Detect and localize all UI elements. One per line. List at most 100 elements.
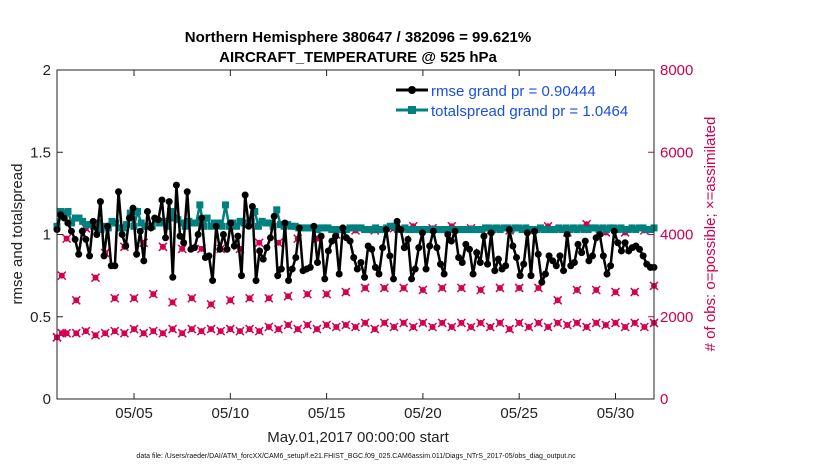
- totalspread-point: [606, 224, 614, 232]
- totalspread-point: [71, 214, 79, 222]
- rmse-series: [53, 181, 658, 287]
- obs-assimilated-point: [81, 326, 91, 336]
- totalspread-point: [621, 226, 629, 234]
- obs-possible-point: [158, 242, 168, 252]
- chart-title-line1: Northern Hemisphere 380647 / 382096 = 99…: [185, 29, 531, 46]
- rmse-point: [295, 224, 303, 232]
- totalspread-point: [602, 226, 610, 234]
- totalspread-point: [353, 224, 361, 232]
- rmse-point: [180, 239, 188, 247]
- rmse-point: [93, 231, 101, 238]
- y-left-tick-label: 0.5: [30, 309, 51, 326]
- obs-possible-point: [225, 295, 235, 305]
- rmse-point: [556, 252, 564, 260]
- totalspread-point: [485, 224, 493, 232]
- rmse-point: [230, 242, 238, 250]
- totalspread-point: [595, 226, 603, 234]
- rmse-point: [541, 270, 549, 278]
- totalspread-point: [254, 222, 262, 230]
- totalspread-point: [236, 217, 244, 225]
- obs-assimilated-point: [148, 326, 158, 336]
- rmse-point: [513, 254, 521, 262]
- totalspread-point: [346, 224, 354, 232]
- totalspread-point: [306, 224, 314, 232]
- rmse-point: [115, 188, 123, 196]
- totalspread-point: [232, 222, 240, 230]
- rmse-point: [415, 244, 423, 252]
- obs-assimilated-point: [543, 322, 553, 332]
- totalspread-point: [434, 226, 442, 234]
- rmse-point: [563, 231, 571, 238]
- rmse-point: [317, 232, 325, 240]
- obs-possible-point: [62, 234, 72, 244]
- rmse-point: [574, 240, 582, 248]
- totalspread-point: [368, 226, 376, 234]
- obs-possible-point: [456, 283, 466, 293]
- rmse-point: [462, 240, 470, 248]
- totalspread-point: [75, 214, 83, 222]
- rmse-point: [610, 227, 618, 235]
- totalspread-point: [416, 226, 424, 234]
- totalspread-point: [335, 226, 343, 234]
- obs-assimilated-point: [389, 322, 399, 332]
- obs-assimilated-point: [370, 324, 380, 334]
- obs-assimilated-point: [110, 326, 120, 336]
- obs-assimilated-point: [302, 320, 312, 330]
- rmse-point: [581, 237, 589, 245]
- totalspread-point: [112, 219, 120, 227]
- obs-assimilated-point: [533, 318, 543, 328]
- totalspread-point: [617, 224, 625, 232]
- totalspread-point: [203, 214, 211, 222]
- rmse-point: [328, 237, 336, 245]
- obs-assimilated-point: [312, 324, 322, 334]
- obs-assimilated-point: [620, 322, 630, 332]
- totalspread-point: [134, 207, 142, 215]
- totalspread-point: [364, 226, 372, 234]
- totalspread-point: [313, 226, 321, 234]
- rmse-point: [545, 252, 553, 260]
- rmse-point: [549, 257, 557, 265]
- rmse-point: [147, 224, 155, 232]
- obs-assimilated-point: [476, 318, 486, 328]
- totalspread-point: [192, 219, 200, 227]
- totalspread-point: [262, 219, 270, 227]
- rmse-point: [64, 219, 72, 227]
- totalspread-point: [68, 219, 76, 227]
- totalspread-point: [489, 226, 497, 234]
- obs-assimilated-point: [322, 320, 332, 330]
- obs-assimilated-point: [129, 324, 139, 334]
- totalspread-point: [108, 217, 116, 225]
- totalspread-point: [577, 224, 585, 232]
- rmse-point: [505, 226, 513, 234]
- y-left-tick-label: 2: [43, 62, 51, 79]
- obs-possible-point: [302, 289, 312, 299]
- totalspread-point: [544, 226, 552, 234]
- rmse-point: [216, 245, 224, 253]
- rmse-point: [599, 252, 607, 260]
- x-tick-label: 05/25: [500, 405, 538, 422]
- totalspread-point: [580, 226, 588, 234]
- plot-frame: [56, 69, 655, 400]
- totalspread-point: [643, 226, 651, 234]
- totalspread-point: [82, 221, 90, 229]
- obs-assimilated-point: [264, 322, 274, 332]
- totalspread-point: [357, 224, 365, 232]
- totalspread-point: [291, 222, 299, 230]
- totalspread-point: [328, 226, 336, 234]
- obs-assimilated-point: [514, 318, 524, 328]
- obs-possible-point: [148, 289, 158, 299]
- rmse-point: [458, 258, 466, 266]
- rmse-point: [133, 250, 141, 258]
- rmse-point: [292, 254, 300, 262]
- y-right-tick-label: 4000: [660, 227, 693, 244]
- totalspread-point: [445, 226, 453, 234]
- rmse-point: [198, 214, 206, 222]
- totalspread-point: [276, 221, 284, 229]
- totalspread-point: [115, 224, 123, 232]
- totalspread-point: [547, 226, 555, 234]
- rmse-point: [104, 222, 112, 230]
- rmse-point: [136, 227, 144, 235]
- rmse-point: [350, 254, 358, 262]
- obs-assimilated-point: [168, 324, 178, 334]
